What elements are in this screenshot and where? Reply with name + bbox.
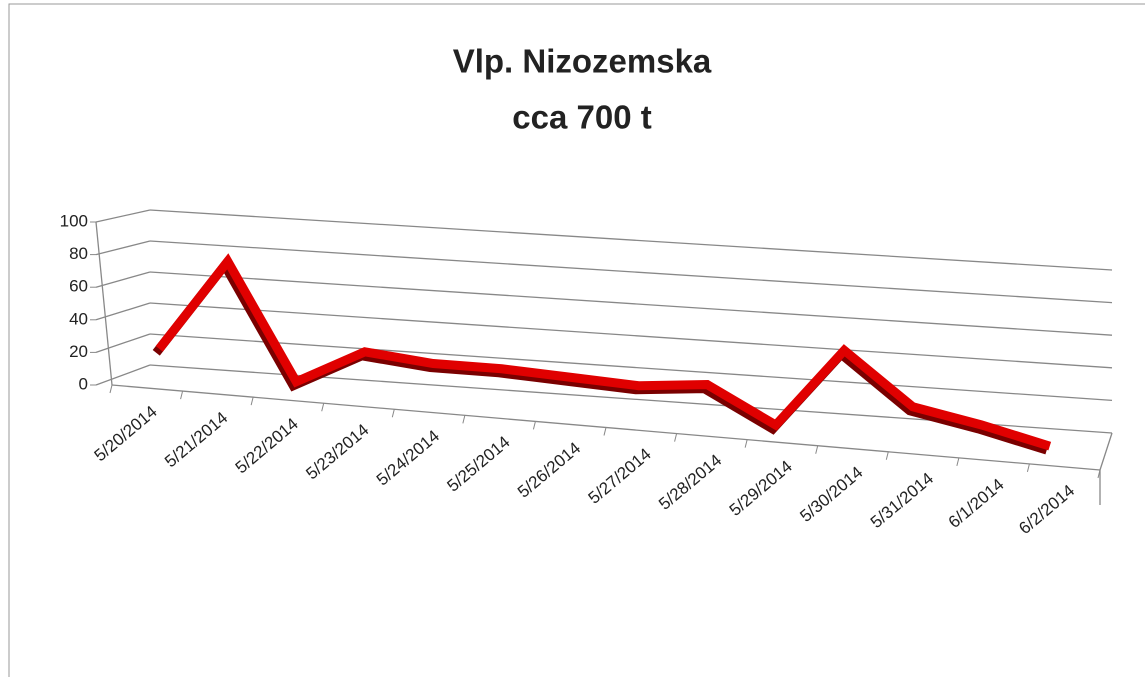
x-tick-label: 5/23/2014 (302, 420, 372, 483)
y-tick-label: 40 (69, 309, 88, 328)
x-tick-mark (109, 384, 113, 394)
x-tick-mark (250, 397, 254, 406)
x-tick-mark (532, 421, 536, 430)
grid-line (95, 240, 151, 256)
chart-title: cca 700 t (512, 99, 651, 136)
y-tick-label: 80 (69, 244, 88, 263)
axis-line (95, 221, 113, 386)
x-tick-label: 5/20/2014 (91, 402, 161, 465)
x-tick-label: 5/25/2014 (443, 432, 513, 495)
x-tick-mark (744, 439, 748, 448)
grid-line (95, 333, 151, 354)
x-tick-mark (885, 451, 889, 460)
y-tick-label: 60 (69, 277, 88, 296)
y-tick-label: 100 (60, 211, 88, 230)
x-tick-mark (1026, 463, 1030, 473)
chart-title: Vlp. Nizozemska (453, 43, 712, 80)
grid-line (149, 271, 1113, 336)
x-tick-mark (956, 457, 960, 466)
x-tick-label: 5/29/2014 (726, 457, 796, 520)
x-tick-mark (603, 427, 607, 436)
x-tick-label: 6/2/2014 (1015, 481, 1078, 538)
x-tick-label: 5/24/2014 (373, 426, 443, 489)
x-tick-mark (815, 445, 819, 454)
chart-border (8, 3, 1145, 677)
series-line (155, 253, 1052, 451)
x-tick-label: 5/28/2014 (655, 451, 725, 514)
x-tick-mark (321, 403, 325, 412)
x-tick-mark (1097, 469, 1101, 479)
x-tick-label: 5/30/2014 (796, 463, 866, 526)
x-tick-label: 5/21/2014 (161, 408, 231, 471)
grid-line (149, 302, 1113, 369)
x-tick-label: 5/26/2014 (514, 438, 584, 501)
grid-line (95, 209, 151, 223)
x-tick-label: 5/27/2014 (585, 444, 655, 507)
grid-line (149, 240, 1113, 304)
grid-line (95, 271, 151, 288)
x-tick-label: 5/31/2014 (867, 469, 937, 532)
grid-line (149, 333, 1113, 402)
x-tick-mark (391, 409, 395, 418)
floor-edge (1099, 432, 1113, 471)
x-tick-mark (462, 415, 466, 424)
x-tick-label: 5/22/2014 (232, 414, 302, 477)
x-tick-mark (180, 390, 184, 400)
y-tick-label: 20 (69, 342, 88, 361)
grid-line (95, 364, 151, 386)
grid-line (149, 209, 1113, 271)
y-tick-label: 0 (79, 374, 88, 393)
x-tick-mark (674, 433, 678, 442)
x-tick-label: 6/1/2014 (945, 475, 1008, 532)
